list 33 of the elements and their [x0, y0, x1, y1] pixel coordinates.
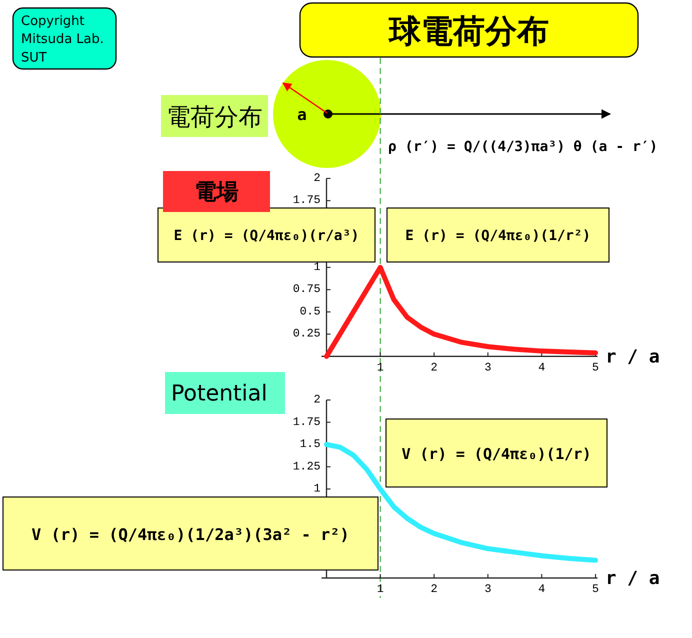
y-tick-label: 2 [314, 172, 321, 185]
text: a [297, 105, 307, 124]
x-tick-label: 4 [538, 361, 546, 374]
y-tick-label: 0.75 [292, 283, 321, 296]
annotation: V (r) = (Q/4πε₀)(1/2a³)(3a² - r²) [32, 525, 350, 544]
annotation: V (r) = (Q/4πε₀)(1/r) [402, 445, 592, 463]
text: 球電荷分布 [388, 12, 549, 50]
text: 電荷分布 [166, 103, 262, 131]
y-tick-label: 1.75 [292, 416, 321, 429]
y-tick-label: 2 [314, 394, 321, 406]
y-tick-label: 1.75 [292, 194, 321, 208]
y-tick-label: 1 [314, 482, 321, 496]
annotation: E (r) = (Q/4πε₀)(1/r²) [405, 228, 591, 244]
chart-title: Potential [171, 382, 268, 406]
x-tick-label: 1 [376, 361, 384, 374]
x-tick-label: 3 [484, 583, 492, 596]
chart-title: 電場 [194, 180, 238, 205]
x-tick-label: 5 [592, 583, 600, 596]
x-axis-title: r / a [606, 346, 660, 368]
annotation: E (r) = (Q/4πε₀)(r/a³) [174, 228, 360, 244]
y-tick-label: 0.25 [292, 328, 321, 341]
x-tick-label: 4 [538, 583, 546, 596]
y-tick-label: 1.25 [292, 460, 321, 474]
x-tick-label: 3 [484, 361, 492, 374]
y-tick-label: 1 [314, 260, 321, 274]
x-tick-label: 5 [592, 361, 600, 374]
x-tick-label: 2 [430, 583, 438, 596]
y-tick-label: 1.5 [300, 438, 321, 451]
x-tick-label: 2 [430, 361, 438, 374]
text: ρ (r′) = Q/((4/3)πa³) θ (a - r′) [388, 139, 658, 155]
text: Copyright Mitsuda Lab. SUT [21, 14, 104, 66]
x-axis-title: r / a [606, 568, 660, 589]
y-tick-label: 0.5 [300, 305, 321, 318]
